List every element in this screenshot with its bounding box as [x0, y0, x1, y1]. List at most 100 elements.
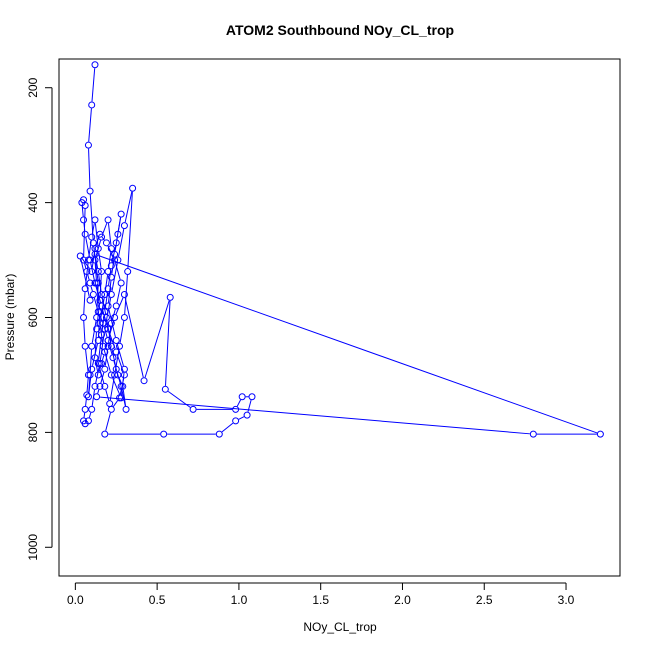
series-line-segment	[99, 326, 104, 343]
data-point	[83, 391, 91, 399]
data-point	[102, 314, 110, 321]
data-point	[107, 273, 115, 281]
data-point	[84, 393, 92, 401]
data-point	[101, 365, 109, 373]
series-line-segment	[111, 246, 117, 263]
data-point	[160, 430, 168, 438]
data-point	[98, 302, 106, 310]
data-point	[104, 342, 112, 350]
data-point	[98, 291, 106, 299]
x-axis: 0.0 0.5 1.0 1.5 2.0 2.5 3.0	[67, 582, 575, 607]
data-point	[94, 268, 102, 276]
plot-frame	[58, 58, 621, 577]
data-point	[166, 293, 174, 301]
data-point	[102, 239, 110, 247]
data-point	[120, 371, 128, 379]
series-line-segment	[221, 422, 234, 433]
series-line-segment	[98, 251, 102, 269]
series-line-segment	[108, 309, 116, 338]
data-point	[161, 385, 169, 393]
series-line-segment	[102, 222, 108, 234]
data-point	[76, 252, 84, 260]
data-point	[111, 314, 119, 321]
data-point	[101, 348, 109, 356]
data-point	[98, 359, 106, 367]
data-point	[112, 336, 120, 344]
data-point	[112, 365, 120, 373]
data-point	[101, 291, 109, 299]
data-point	[81, 342, 89, 350]
series-line-segment	[124, 191, 133, 223]
data-point	[116, 342, 124, 350]
data-point	[98, 331, 106, 339]
x-tick-label: 0.5	[149, 593, 166, 607]
data-point	[117, 382, 125, 390]
series-line-segment	[164, 300, 171, 386]
y-tick-label: 800	[26, 422, 40, 442]
data-point	[107, 342, 115, 350]
data-point	[94, 371, 102, 379]
series-line-segment	[81, 206, 84, 217]
series-line-segment	[90, 263, 95, 280]
data-point	[81, 201, 89, 209]
series-line-segment	[86, 378, 89, 392]
series-line-segment	[83, 292, 86, 315]
series-line-segment	[108, 269, 112, 286]
data-point	[232, 405, 240, 413]
series-line-segment	[124, 275, 128, 315]
data-point	[104, 268, 112, 276]
data-point	[104, 285, 112, 293]
series-line-segment	[81, 258, 91, 270]
data-point	[83, 268, 91, 276]
data-point	[86, 279, 94, 287]
series-line-segment	[115, 263, 121, 280]
series-line-segment	[94, 263, 97, 280]
data-point	[84, 141, 92, 149]
data-point	[117, 210, 125, 218]
series-line-segment	[88, 108, 92, 142]
series-line-segment	[119, 378, 125, 395]
series-line-segment	[91, 223, 95, 234]
series-line-segment	[91, 320, 97, 343]
data-point	[96, 382, 104, 390]
data-point	[107, 245, 115, 253]
data-point	[89, 291, 97, 299]
data-point	[91, 61, 99, 69]
data-point	[107, 371, 115, 379]
y-axis: 200 400 600 800 1000	[26, 77, 53, 561]
series-line-segment	[105, 412, 111, 431]
data-point	[101, 382, 109, 390]
data-point	[86, 296, 94, 304]
series-line-segment	[111, 349, 117, 366]
data-point	[114, 230, 122, 238]
series-line-segment	[111, 257, 115, 274]
series-line-segment	[109, 378, 115, 401]
data-point	[124, 268, 132, 276]
series-line-segment	[98, 255, 598, 434]
series-line-segment	[144, 300, 170, 378]
y-tick-label: 400	[26, 192, 40, 212]
series-line-segment	[94, 332, 97, 355]
data-point	[81, 285, 89, 293]
chart-title: ATOM2 Southbound NOy_CL_trop	[226, 22, 454, 38]
data-point	[91, 216, 99, 224]
series-line-segment	[100, 396, 530, 435]
series-line-segment	[85, 398, 87, 406]
series-line-segment	[91, 68, 96, 102]
data-point	[98, 268, 106, 276]
data-point	[94, 308, 102, 316]
data-point	[243, 411, 251, 419]
series-line-segment	[127, 191, 133, 269]
data-point	[107, 405, 115, 413]
x-tick-label: 1.0	[231, 593, 248, 607]
data-point	[232, 417, 240, 425]
data-point	[88, 342, 96, 350]
data-point	[104, 325, 112, 333]
data-point	[238, 393, 246, 401]
data-point	[120, 222, 128, 230]
data-point	[107, 262, 115, 270]
data-point	[106, 400, 114, 408]
data-point	[109, 354, 117, 362]
series-line-segment	[118, 377, 122, 384]
data-point	[93, 325, 101, 333]
